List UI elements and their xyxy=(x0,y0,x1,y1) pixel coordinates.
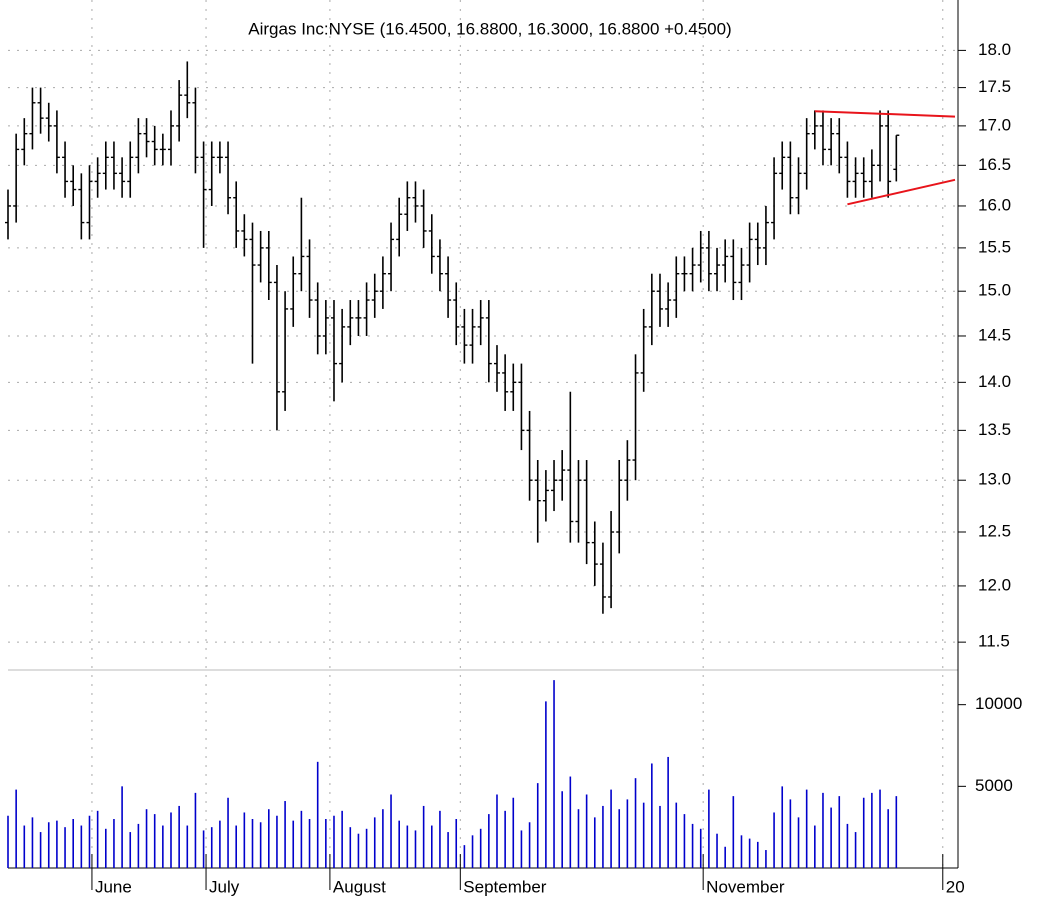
x-tick-label: September xyxy=(463,877,546,896)
x-tick-label: August xyxy=(333,877,386,896)
y-tick-label: 14.0 xyxy=(978,372,1011,391)
x-tick-label: November xyxy=(706,877,785,896)
y-tick-label: 12.0 xyxy=(978,575,1011,594)
volume-tick-label: 5000 xyxy=(975,776,1013,795)
y-tick-label: 15.0 xyxy=(978,281,1011,300)
x-tick-label: 20 xyxy=(946,877,965,896)
trendline xyxy=(814,110,956,118)
y-tick-label: 13.5 xyxy=(978,420,1011,439)
trendline xyxy=(847,178,956,206)
y-tick-label: 12.5 xyxy=(978,521,1011,540)
y-tick-label: 17.0 xyxy=(978,115,1011,134)
y-tick-label: 14.5 xyxy=(978,325,1011,344)
volume-tick-label: 10000 xyxy=(975,694,1022,713)
y-tick-label: 16.0 xyxy=(978,195,1011,214)
y-tick-label: 18.0 xyxy=(978,40,1011,59)
y-tick-label: 17.5 xyxy=(978,77,1011,96)
y-tick-label: 15.5 xyxy=(978,237,1011,256)
x-tick-label: July xyxy=(209,877,240,896)
y-tick-label: 11.5 xyxy=(978,632,1010,651)
chart-subtitle: Airgas Inc:NYSE (16.4500, 16.8800, 16.30… xyxy=(248,19,731,38)
y-tick-label: 13.0 xyxy=(978,470,1011,489)
x-tick-label: June xyxy=(95,877,132,896)
y-tick-label: 16.5 xyxy=(978,155,1011,174)
